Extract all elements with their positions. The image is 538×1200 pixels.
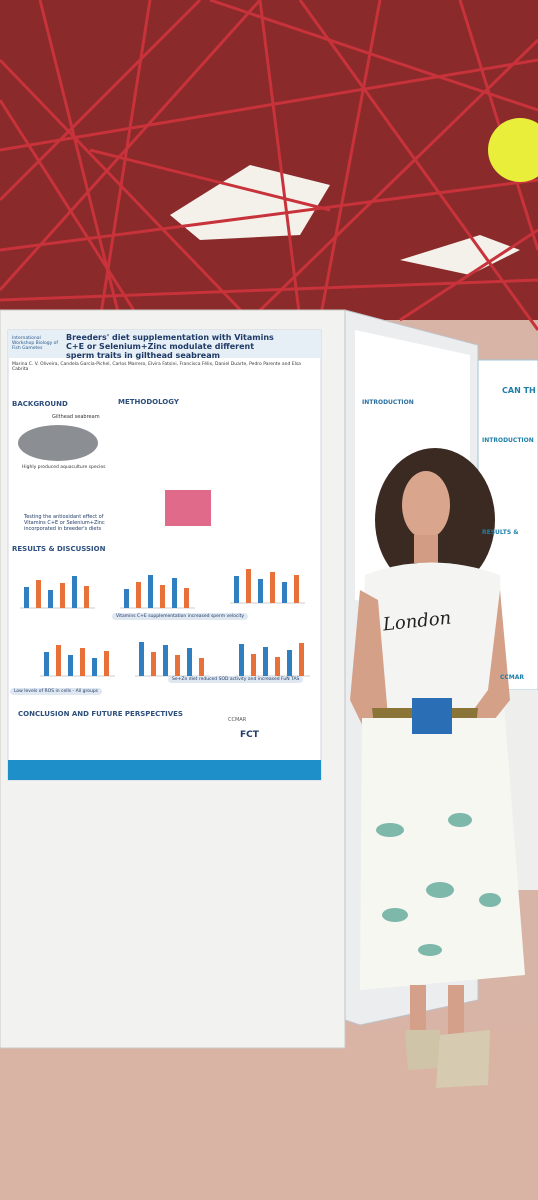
fish-print	[479, 893, 501, 907]
leg	[448, 985, 464, 1035]
chart-bar	[60, 583, 65, 608]
chart-bar	[92, 658, 97, 676]
workshop: International Workshop Biology of Fish G…	[12, 336, 59, 352]
chart-bar	[72, 576, 77, 608]
result-box: Low levels of ROS in cells - All groups	[10, 688, 103, 695]
logo: CCMAR	[500, 674, 525, 681]
chart-bar	[84, 586, 89, 608]
fish-print	[418, 944, 442, 956]
chart-bar	[282, 582, 287, 603]
fish-print	[448, 813, 472, 827]
truss-beam	[0, 0, 262, 292]
chart-bar	[48, 590, 53, 608]
result-box: Se+Zn diet reduced SOD activity and incr…	[168, 676, 304, 683]
fish-print	[382, 908, 408, 922]
section-heading: Background	[12, 400, 68, 408]
badge	[412, 698, 452, 734]
chart-bar	[139, 642, 144, 676]
chart-bar	[80, 648, 85, 676]
chart-bar	[234, 576, 239, 603]
chart-bar	[246, 569, 251, 603]
label: Highly produced aquaculture species	[22, 465, 106, 470]
truss-beam	[0, 99, 142, 321]
chart-bar	[294, 575, 299, 603]
bar-charts	[20, 569, 310, 677]
truss-beam	[0, 58, 252, 322]
result-box: Vitamins C+E supplementation increased s…	[112, 613, 249, 620]
arm	[455, 590, 510, 750]
logo: CCMAR	[228, 717, 247, 723]
shoe	[405, 1030, 440, 1070]
poster-title: CAN TH	[502, 386, 536, 395]
poster-title: Breeders' diet supplementation with Vita…	[66, 333, 274, 361]
chart-bar	[239, 644, 244, 676]
section-heading: Results & discussion	[12, 545, 106, 553]
truss-beam	[0, 278, 538, 302]
face	[402, 471, 450, 539]
chart-bar	[287, 650, 292, 676]
chart-bar	[258, 579, 263, 603]
truss-beam	[258, 0, 302, 321]
shoe	[436, 1030, 490, 1088]
chart-bar	[104, 651, 109, 676]
balloon	[488, 118, 538, 182]
chart-bar	[151, 652, 156, 676]
truss-beam	[458, 0, 538, 251]
label: Testing the antioxidant effect of Vitami…	[24, 514, 105, 532]
truss	[0, 0, 538, 331]
chart-bar	[270, 572, 275, 603]
poster	[7, 329, 322, 781]
chart-bar	[199, 658, 204, 676]
truss-beam	[209, 0, 538, 112]
label: Gilthead seabream	[52, 414, 100, 420]
section-heading: Conclusion and future perspectives	[18, 710, 183, 718]
chart-bar	[187, 648, 192, 676]
chart-bar	[136, 582, 141, 608]
photo-inset	[165, 490, 211, 526]
truss-beam	[0, 0, 202, 202]
chart-bar	[251, 654, 256, 676]
chart-bar	[184, 588, 189, 608]
leg	[410, 985, 426, 1035]
poster-footer	[8, 760, 321, 780]
fish	[18, 425, 98, 461]
section-heading: Introduction	[482, 437, 534, 444]
chart-bar	[148, 575, 153, 608]
chart-bar	[263, 647, 268, 676]
chart-bar	[160, 585, 165, 608]
chart-bar	[163, 645, 168, 676]
logo: FCT	[240, 730, 259, 740]
chart-bar	[56, 645, 61, 676]
section-heading: Introduction	[362, 399, 414, 406]
truss-beam	[89, 148, 331, 212]
shirt	[360, 562, 505, 720]
fish-print	[426, 882, 454, 898]
poster-header	[8, 330, 321, 358]
chart-bar	[24, 587, 29, 608]
section-heading: Methodology	[118, 398, 179, 406]
fish-print	[376, 823, 404, 837]
chart-bar	[175, 655, 180, 676]
chart-bar	[36, 580, 41, 608]
truss-beam	[399, 228, 538, 322]
chart-bar	[275, 657, 280, 676]
skirt-pattern	[376, 813, 501, 956]
truss-beam	[0, 58, 538, 152]
truss-beam	[298, 0, 538, 331]
arm	[350, 590, 390, 745]
chart-bar	[172, 578, 177, 608]
truss-beam	[248, 38, 538, 322]
chart-bar	[44, 652, 49, 676]
authors: Marina C. V. Oliveira, Candela García-Pi…	[12, 362, 301, 373]
chart-bar	[299, 643, 304, 676]
section-heading: Results &	[482, 529, 519, 536]
skirt	[360, 718, 525, 990]
chart-bar	[68, 655, 73, 676]
chart-bar	[124, 589, 129, 608]
neck	[414, 535, 438, 563]
